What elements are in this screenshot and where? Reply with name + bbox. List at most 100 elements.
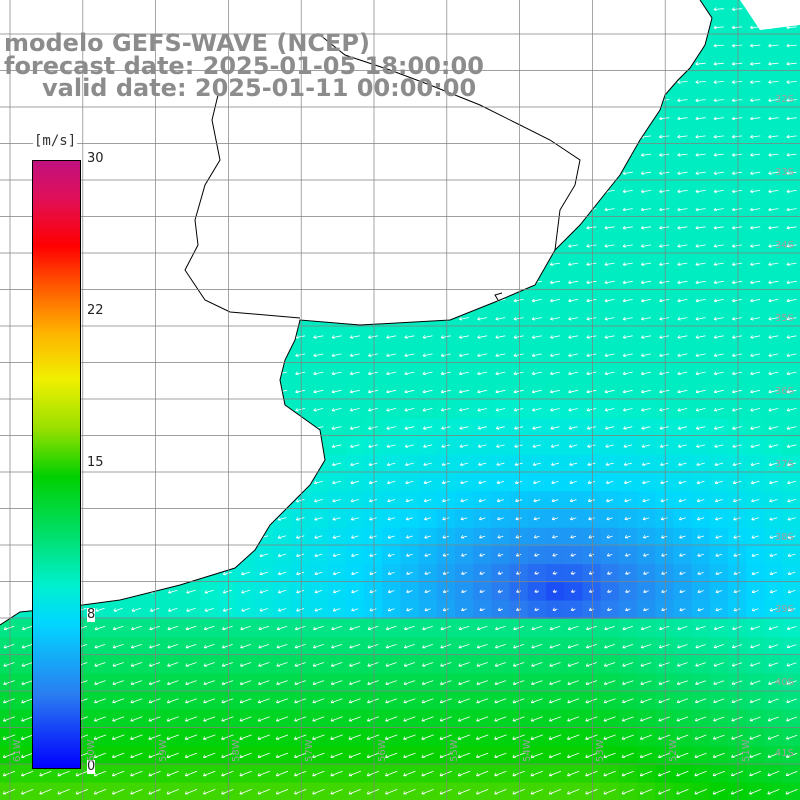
wind-arrow xyxy=(768,316,779,321)
wind-arrow xyxy=(622,353,633,357)
wind-arrow xyxy=(768,225,779,230)
wind-arrow xyxy=(661,589,668,593)
wind-arrow xyxy=(661,571,668,575)
wind-arrow xyxy=(732,298,742,303)
wind-arrow xyxy=(404,426,415,430)
wind-arrow xyxy=(768,298,779,303)
wind-arrow xyxy=(424,516,432,521)
wind-arrow xyxy=(459,462,469,466)
wind-arrow xyxy=(550,316,560,321)
wind-arrow xyxy=(713,225,724,230)
wind-arrow xyxy=(786,426,797,430)
wind-arrow xyxy=(423,480,432,485)
wind-arrow xyxy=(350,444,360,448)
wind-arrow xyxy=(640,225,652,230)
wind-arrow xyxy=(768,98,779,103)
wind-arrow xyxy=(750,444,760,448)
wind-arrow xyxy=(458,389,469,394)
wind-arrow xyxy=(677,335,688,339)
wind-arrow xyxy=(659,335,670,339)
title-valid-date: valid date: 2025-01-11 00:00:00 xyxy=(42,74,477,102)
wind-arrow xyxy=(604,389,615,394)
wind-arrow xyxy=(677,426,688,430)
wind-arrow xyxy=(640,207,652,212)
wind-arrow xyxy=(642,480,650,484)
wind-arrow xyxy=(677,444,687,448)
wind-arrow xyxy=(715,589,723,594)
wind-arrow xyxy=(731,61,743,66)
wind-arrow xyxy=(713,244,724,248)
wind-arrow xyxy=(386,462,396,466)
wind-arrow xyxy=(769,480,778,485)
wind-arrow xyxy=(369,516,377,521)
wind-arrow xyxy=(406,589,413,593)
wind-arrow xyxy=(332,498,341,503)
wind-arrow xyxy=(695,262,706,266)
wind-arrow xyxy=(641,462,651,466)
wind-arrow xyxy=(387,498,396,503)
wind-arrow xyxy=(786,61,797,66)
wind-arrow xyxy=(642,534,650,539)
wind-arrow xyxy=(750,98,761,103)
wind-arrow xyxy=(442,516,450,521)
wind-arrow xyxy=(404,407,415,412)
wind-arrow xyxy=(695,189,706,194)
colorbar-tick: 22 xyxy=(87,303,104,318)
wind-arrow xyxy=(424,571,431,575)
wind-arrow xyxy=(332,535,341,539)
wind-arrow xyxy=(533,480,541,484)
wind-arrow xyxy=(696,480,705,485)
wind-arrow xyxy=(387,535,395,539)
wind-arrow xyxy=(277,589,287,594)
wind-arrow xyxy=(295,389,306,394)
wind-arrow xyxy=(677,225,688,230)
wind-arrow xyxy=(604,316,615,321)
wind-arrow xyxy=(441,462,450,466)
wind-arrow xyxy=(750,116,761,121)
wind-arrow xyxy=(515,534,522,539)
wind-arrow xyxy=(369,589,377,594)
wind-arrow xyxy=(477,426,487,430)
wind-arrow xyxy=(750,407,761,412)
wind-arrow xyxy=(786,153,797,157)
wind-arrow xyxy=(387,589,395,594)
wind-arrow xyxy=(440,389,451,394)
wind-arrow xyxy=(277,553,287,557)
lat-label: 41S xyxy=(774,748,794,759)
wind-arrow xyxy=(786,244,797,248)
wind-arrow xyxy=(733,535,741,539)
wind-arrow xyxy=(696,498,705,503)
wind-arrow xyxy=(769,553,778,557)
wind-arrow xyxy=(351,553,359,557)
wind-arrow xyxy=(349,335,360,339)
wind-arrow xyxy=(534,571,540,575)
wind-arrow xyxy=(732,335,742,339)
wind-arrow xyxy=(786,353,797,357)
wind-arrow xyxy=(750,316,761,321)
wind-arrow xyxy=(713,189,724,194)
wind-arrow xyxy=(769,589,778,594)
wind-arrow xyxy=(713,98,724,103)
wind-arrow xyxy=(369,535,377,539)
wind-arrow xyxy=(750,480,760,485)
wind-arrow xyxy=(677,298,688,303)
wind-arrow xyxy=(750,43,761,48)
wind-arrow xyxy=(768,80,779,84)
wind-arrow xyxy=(768,426,779,430)
wind-arrow xyxy=(586,353,597,357)
wind-arrow xyxy=(713,407,724,412)
wind-arrow xyxy=(733,571,741,575)
wind-arrow xyxy=(768,335,779,339)
wind-arrow xyxy=(331,426,342,430)
wind-arrow xyxy=(713,298,724,303)
wind-arrow xyxy=(550,298,560,303)
wind-arrow xyxy=(549,262,561,266)
wind-arrow xyxy=(624,534,631,539)
wind-arrow xyxy=(458,353,469,357)
wind-arrow xyxy=(496,498,504,503)
wind-arrow xyxy=(751,589,759,594)
wind-arrow xyxy=(496,462,505,466)
wind-arrow xyxy=(768,407,779,412)
wind-arrow xyxy=(568,444,578,448)
wind-arrow xyxy=(695,316,706,321)
